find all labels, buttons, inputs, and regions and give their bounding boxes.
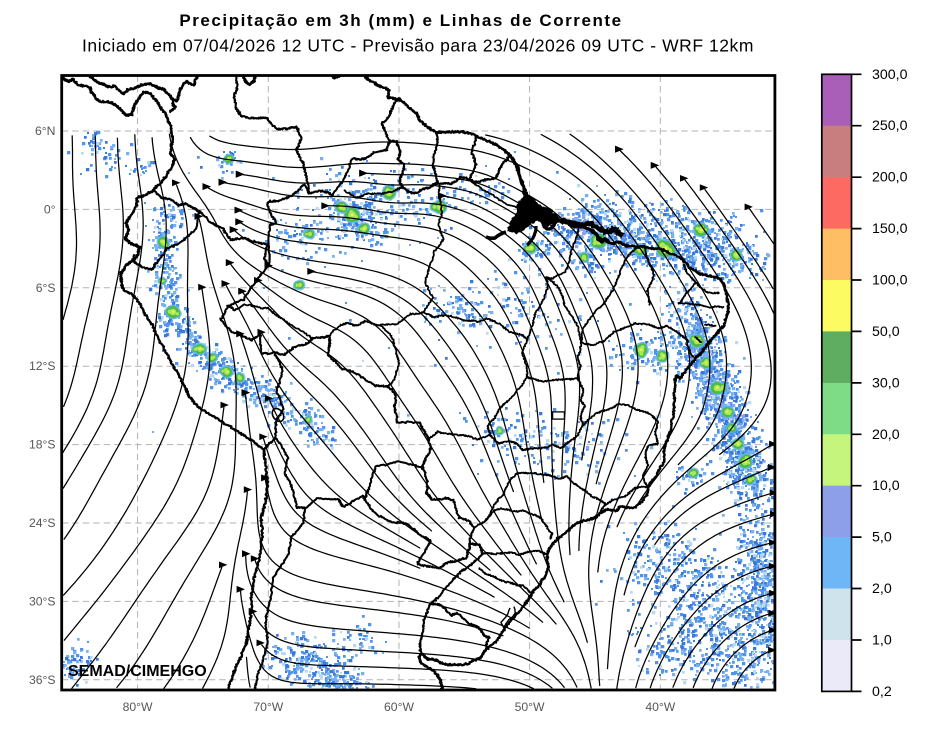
svg-text:6°N: 6°N <box>35 124 55 138</box>
svg-text:50,0: 50,0 <box>872 324 900 340</box>
svg-text:36°S: 36°S <box>29 673 56 687</box>
svg-text:40°W: 40°W <box>645 700 675 714</box>
svg-text:100,0: 100,0 <box>872 273 908 289</box>
svg-text:0°: 0° <box>44 202 56 216</box>
svg-text:30,0: 30,0 <box>872 375 900 391</box>
svg-text:10,0: 10,0 <box>872 478 900 494</box>
svg-text:24°S: 24°S <box>29 516 56 530</box>
svg-text:0,2: 0,2 <box>872 684 892 700</box>
svg-text:1,0: 1,0 <box>872 633 892 649</box>
svg-text:70°W: 70°W <box>253 700 283 714</box>
svg-text:50°W: 50°W <box>515 700 545 714</box>
svg-text:80°W: 80°W <box>123 700 153 714</box>
svg-text:60°W: 60°W <box>384 700 414 714</box>
svg-text:150,0: 150,0 <box>872 221 908 237</box>
svg-text:30°S: 30°S <box>29 594 56 608</box>
svg-text:200,0: 200,0 <box>872 170 908 186</box>
svg-text:Precipitação em 3h (mm) e Linh: Precipitação em 3h (mm) e Linhas de Corr… <box>179 11 622 30</box>
svg-text:300,0: 300,0 <box>872 67 908 83</box>
svg-text:20,0: 20,0 <box>872 427 900 443</box>
svg-text:250,0: 250,0 <box>872 118 908 134</box>
svg-text:2,0: 2,0 <box>872 581 892 597</box>
svg-text:5,0: 5,0 <box>872 530 892 546</box>
svg-text:12°S: 12°S <box>29 359 56 373</box>
svg-text:18°S: 18°S <box>29 438 56 452</box>
svg-text:Iniciado em 07/04/2026 12 UTC: Iniciado em 07/04/2026 12 UTC - Previsão… <box>82 36 754 56</box>
svg-text:6°S: 6°S <box>36 281 56 295</box>
svg-text:SEMAD/CIMEHGO: SEMAD/CIMEHGO <box>68 663 207 680</box>
